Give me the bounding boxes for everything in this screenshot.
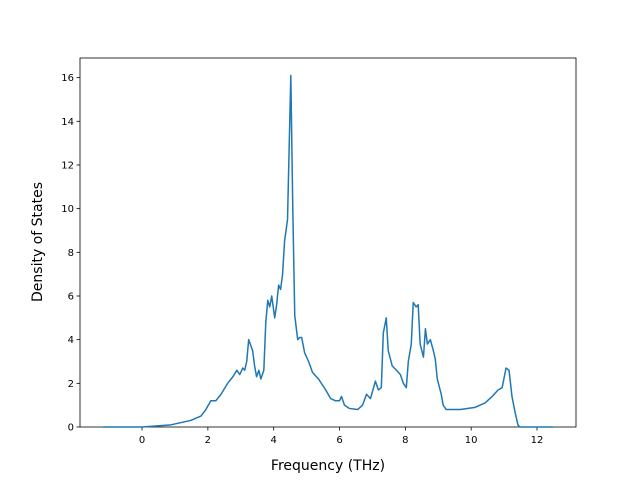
x-tick-label: 12: [531, 435, 544, 446]
y-tick-label: 10: [61, 204, 74, 215]
x-tick-label: 0: [139, 435, 145, 446]
x-tick-label: 2: [205, 435, 211, 446]
x-tick-label: 8: [402, 435, 408, 446]
y-tick-label: 16: [61, 73, 74, 84]
line: [103, 74, 553, 428]
y-tick-label: 0: [68, 423, 74, 434]
y-tick-label: 12: [61, 160, 74, 171]
x-axis-label: Frequency (THz): [271, 458, 385, 474]
plot-frame: [79, 57, 577, 428]
y-tick-label: 4: [68, 335, 74, 346]
x-tick-label: 4: [271, 435, 277, 446]
y-tick-label: 2: [68, 379, 74, 390]
y-tick-label: 14: [61, 117, 74, 128]
y-axis-label: Density of States: [30, 182, 46, 302]
x-tick-label: 10: [465, 435, 478, 446]
x-tick-label: 6: [336, 435, 342, 446]
y-tick-label: 6: [68, 291, 74, 302]
y-tick-label: 8: [68, 248, 74, 259]
